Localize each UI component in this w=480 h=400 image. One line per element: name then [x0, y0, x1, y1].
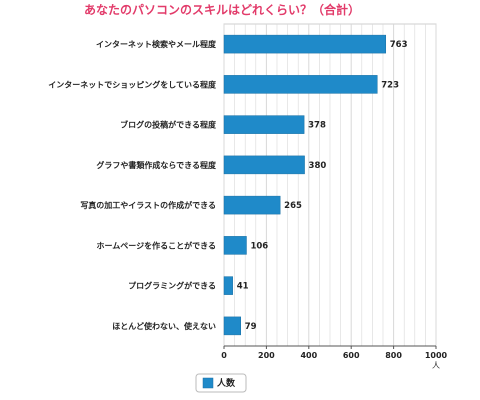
x-tick-label: 800: [385, 351, 402, 360]
x-tick-label: 400: [300, 351, 317, 360]
x-tick-label: 200: [258, 351, 275, 360]
value-labels: 763 723 378 380 265 106 41 79: [237, 40, 408, 332]
value-label: 265: [284, 201, 302, 211]
bar: [223, 34, 387, 54]
bar: [223, 195, 281, 215]
category-label: インターネット検索やメール程度: [96, 39, 217, 49]
value-label: 106: [250, 241, 268, 251]
value-label: 380: [309, 161, 327, 171]
category-label: 写真の加工やイラストの作成ができる: [80, 200, 216, 210]
category-labels: インターネット検索やメール程度インターネットでショッピングをしている程度ブログの…: [48, 39, 217, 331]
legend: 人数: [195, 373, 247, 393]
category-label: グラフや書類作成ならできる程度: [96, 160, 217, 170]
category-label: プログラミングができる: [128, 281, 216, 291]
chart-title: あなたのパソコンのスキルはどれくらい？（合計）: [84, 2, 360, 17]
legend-swatch: [202, 377, 214, 389]
x-tick-label: 0: [221, 351, 227, 360]
grid-lines: [223, 23, 437, 347]
value-label: 723: [381, 80, 399, 90]
bar: [223, 75, 378, 94]
bar: [223, 155, 305, 175]
value-label: 79: [245, 322, 257, 332]
category-label: インターネットでショッピングをしている程度: [48, 79, 217, 89]
category-label: ほとんど使わない、使えない: [112, 321, 216, 331]
bar: [223, 276, 233, 295]
category-label: ホームページを作ることができる: [97, 240, 216, 250]
x-tick-label: 1000: [425, 351, 448, 360]
bar: [223, 316, 241, 336]
value-label: 41: [237, 282, 249, 292]
bars: [223, 34, 387, 336]
bar: [223, 115, 305, 134]
bar: [223, 236, 247, 255]
value-label: 378: [308, 121, 326, 131]
value-label: 763: [390, 40, 408, 50]
x-unit-label: 人: [432, 361, 440, 370]
category-label: ブログの投稿ができる程度: [120, 120, 217, 130]
legend-label: 人数: [216, 377, 236, 389]
x-tick-label: 600: [343, 351, 360, 360]
